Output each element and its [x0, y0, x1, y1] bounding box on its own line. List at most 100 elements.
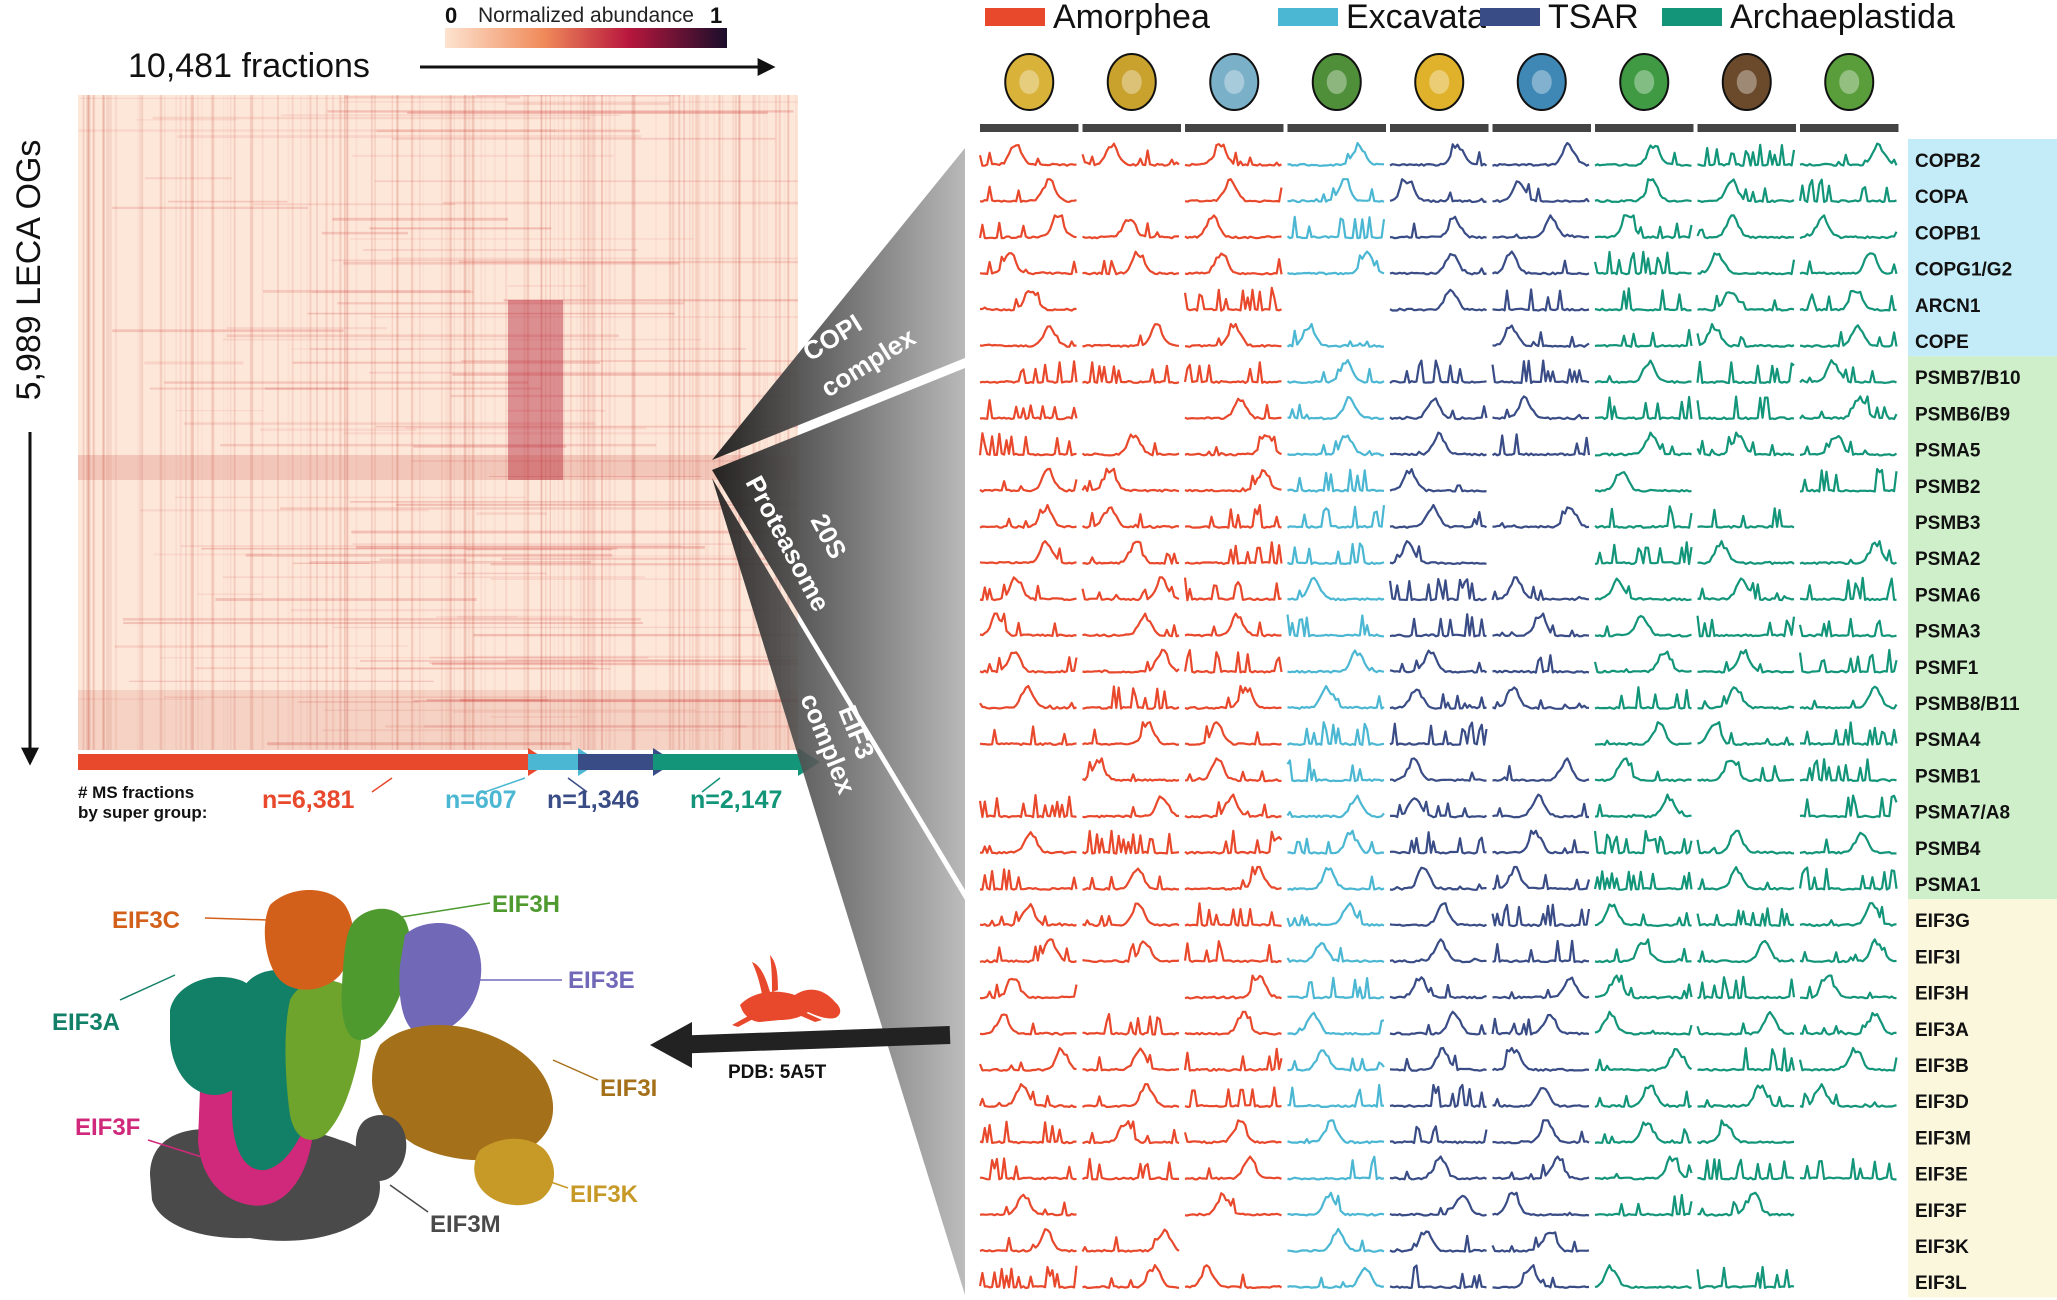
- elution-profile: [1697, 577, 1795, 602]
- elution-profile: [1287, 576, 1385, 602]
- elution-profile: [1389, 976, 1487, 1000]
- elution-profile: [1799, 467, 1898, 493]
- label-eif3i: EIF3I: [600, 1075, 657, 1102]
- species-bar: [1287, 124, 1386, 132]
- elution-profile: [1184, 974, 1282, 1000]
- elution-profile: [1287, 1266, 1385, 1289]
- elution-profile: [1184, 1192, 1282, 1217]
- octopus-icon: [1004, 53, 1055, 111]
- elution-profile: [979, 725, 1077, 747]
- label-eif3a: EIF3A: [52, 1009, 120, 1036]
- elution-profile: [1799, 289, 1897, 312]
- elution-profile: [1389, 503, 1487, 529]
- elution-profile: [1081, 1228, 1180, 1253]
- elution-profile: [1389, 288, 1487, 312]
- elution-profile: [1594, 577, 1692, 602]
- elution-profile: [979, 1228, 1077, 1253]
- heatmap-y-label: 5,989 LECA OGs: [10, 140, 48, 401]
- heatmap-background: [78, 95, 798, 750]
- protein-label: PSMA4: [1915, 730, 1981, 751]
- elution-profile: [1082, 757, 1180, 783]
- elution-profile: [1183, 1047, 1283, 1072]
- elution-profile: [1389, 178, 1487, 204]
- algae-icon: [1619, 53, 1670, 111]
- protein-label: COPG1/G2: [1915, 260, 2012, 281]
- elution-profile: [1389, 721, 1488, 746]
- species-bar: [1082, 124, 1181, 132]
- plant-icon: [1824, 53, 1875, 111]
- elution-profile: [1082, 648, 1180, 674]
- elution-profile: [1184, 1010, 1282, 1036]
- elution-profile: [1799, 794, 1898, 819]
- elution-profile: [1594, 1155, 1693, 1181]
- protein-label: COPE: [1915, 332, 1969, 353]
- group-count-label: n=1,346: [547, 786, 639, 814]
- protein-label: PSMA1: [1915, 875, 1981, 896]
- elution-profile: [1491, 1013, 1590, 1036]
- elution-profile: [1492, 1155, 1590, 1181]
- elution-profile: [1697, 1191, 1795, 1217]
- protein-label: PSMB4: [1915, 839, 1981, 860]
- legend-swatch: [985, 8, 1045, 26]
- elution-profile: [1492, 612, 1590, 638]
- elution-profile: [979, 938, 1077, 964]
- elution-profile: [1287, 867, 1385, 891]
- elution-profile: [979, 1157, 1077, 1181]
- elution-profile: [1594, 903, 1692, 928]
- elution-profile: [1594, 431, 1692, 457]
- elution-profile: [1696, 214, 1795, 240]
- elution-profile: [1184, 214, 1282, 240]
- elution-profile: [1287, 685, 1385, 710]
- elution-profile: [1799, 324, 1898, 348]
- elution-profile: [1697, 1158, 1795, 1181]
- legend-label: TSAR: [1548, 0, 1639, 36]
- elution-profile: [1389, 397, 1488, 421]
- protein-label: PSMB8/B11: [1915, 694, 2020, 715]
- complex-backgrounds: [1908, 139, 2057, 1298]
- elution-profile: [1594, 214, 1693, 240]
- protein-label: PSMA6: [1915, 585, 1980, 606]
- pdb-label: PDB: 5A5T: [728, 1062, 827, 1083]
- elution-profile: [979, 360, 1078, 384]
- elution-profile: [1389, 1194, 1487, 1217]
- elution-profile: [1492, 1087, 1590, 1108]
- elution-profile: [1287, 1083, 1385, 1108]
- supergroup-arrow: [578, 748, 675, 776]
- elution-profile: [1286, 758, 1385, 783]
- elution-profile: [1594, 614, 1692, 638]
- elution-profile: [1594, 178, 1692, 203]
- elution-profile: [1081, 142, 1180, 167]
- heatmap-panel: 0 Normalized abundance 1 10,481 fraction…: [10, 3, 820, 822]
- elution-profile: [1492, 757, 1590, 782]
- elution-profile: [1183, 286, 1282, 312]
- elution-profile: [1389, 649, 1488, 674]
- elution-profile: [1286, 794, 1385, 819]
- elution-profile: [1491, 1231, 1590, 1253]
- elution-profile: [1287, 250, 1385, 276]
- elution-profile: [1798, 178, 1897, 204]
- elution-profile: [1492, 865, 1591, 891]
- elution-profile: [1286, 942, 1385, 964]
- elution-profile: [1184, 1264, 1283, 1289]
- protein-label: COPA: [1915, 187, 1969, 208]
- elution-profile: [979, 977, 1078, 1000]
- species-bar: [1800, 124, 1899, 132]
- elution-profile: [1287, 1155, 1385, 1181]
- legend-max-label: 1: [710, 3, 722, 28]
- elution-profile: [1492, 506, 1590, 529]
- elution-profile: [1082, 612, 1180, 638]
- structure-panel: PDB: 5A5T EIF3C EIF3H EIF3E EIF3A EIF3: [52, 890, 951, 1241]
- elution-profile: [1184, 143, 1282, 167]
- species-bar: [1185, 124, 1284, 132]
- label-eif3f: EIF3F: [75, 1114, 140, 1141]
- elution-profile: [1799, 721, 1898, 746]
- heatmap-texture: [78, 95, 798, 750]
- elution-profile: [1287, 976, 1385, 1000]
- elution-profile: [1799, 576, 1897, 602]
- protein-label: EIF3H: [1915, 984, 1969, 1005]
- protein-label: EIF3F: [1915, 1201, 1967, 1222]
- group-count-label: n=607: [445, 786, 517, 814]
- protein-label: EIF3G: [1915, 911, 1970, 932]
- elution-profile: [1594, 793, 1692, 819]
- elution-profile: [1389, 613, 1487, 638]
